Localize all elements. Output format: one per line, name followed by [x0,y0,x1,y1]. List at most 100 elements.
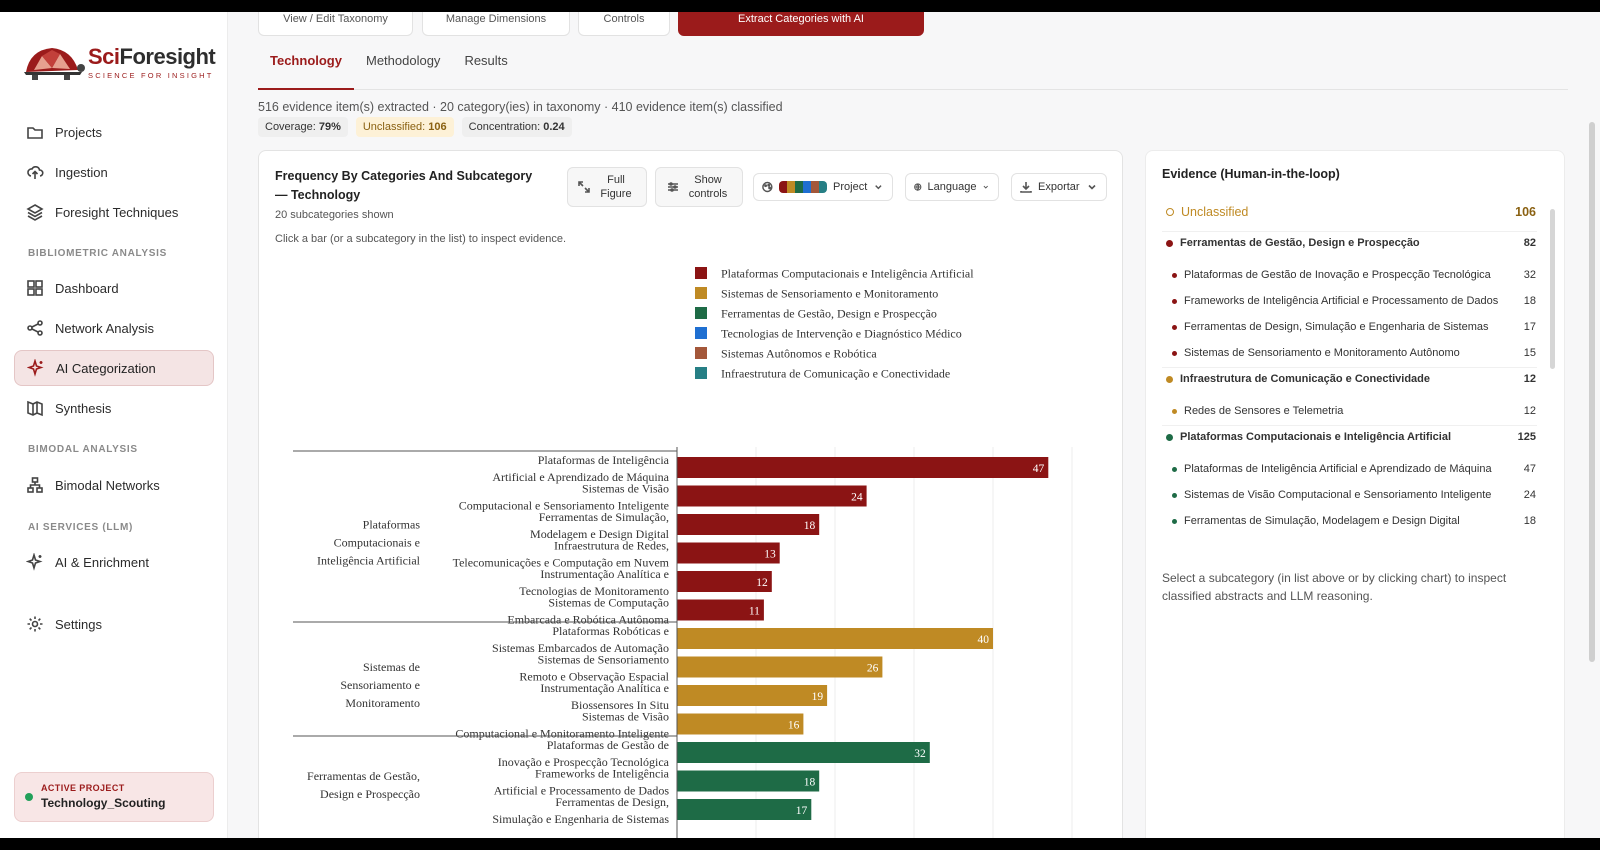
evidence-list[interactable]: Unclassified 106 Ferramentas de Gestão, De… [1146,197,1546,547]
evidence-subcategory-item[interactable]: Sistemas de Sensoriamento e Monitorament… [1146,347,1546,359]
bar[interactable] [677,514,820,535]
evidence-subcategory-item[interactable]: Plataformas de Gestão de Inovação e Pros… [1146,269,1546,281]
tab-results[interactable]: Results [464,53,508,68]
bar[interactable] [677,799,812,820]
sidebar-item-label: Ingestion [55,164,108,180]
chevron-down-icon [1088,184,1096,190]
active-project-label: ACTIVE PROJECT [41,783,125,793]
bar[interactable] [677,742,930,763]
language-label: Language [927,181,977,193]
gear-icon [27,616,43,632]
folder-icon [27,127,43,139]
sidebar-item-ai-categorization[interactable]: AI Categorization [14,350,214,386]
sidebar-item-settings[interactable]: Settings [14,606,214,642]
unclassified-badge: Unclassified: 106 [355,117,454,137]
bar[interactable] [677,542,780,564]
group-label: Monitoramento [345,696,420,710]
full-figure-button[interactable]: Full Figure [567,167,647,207]
evidence-category-item[interactable]: Ferramentas de Gestão, Design e Prospecç… [1146,237,1546,249]
sidebar-item-bimodal-networks[interactable]: Bimodal Networks [14,467,214,503]
bar-value-label: 32 [914,748,926,760]
evidence-scrollbar[interactable] [1550,209,1555,369]
logo[interactable]: SciForesight SCIENCE FOR INSIGHT [20,42,216,82]
export-dropdown[interactable]: Exportar [1011,173,1107,201]
tab-technology[interactable]: Technology [258,48,354,90]
language-dropdown[interactable]: Language [905,173,999,201]
bar[interactable] [677,485,867,507]
evidence-item-count: 18 [1523,515,1536,527]
bar[interactable] [677,770,820,792]
bar-category-label: Embarcada e Robótica Autônoma [507,613,669,627]
sidebar-item-ai-enrichment[interactable]: AI & Enrichment [14,544,214,580]
evidence-subcategory-item[interactable]: Redes de Sensores e Telemetria 12 [1146,405,1546,417]
group-label: Computacionais e [334,536,420,550]
tab-methodology[interactable]: Methodology [365,53,441,68]
evidence-divider [1162,367,1537,368]
chart-title: Frequency By Categories And Subcategory … [275,169,533,202]
legend-label: Tecnologias de Intervenção e Diagnóstico… [721,327,962,341]
evidence-item-label: Ferramentas de Gestão, Design e Prospecç… [1180,237,1420,249]
evidence-item-label: Plataformas Computacionais e Inteligênci… [1180,431,1451,443]
bar[interactable] [677,656,883,678]
bar[interactable] [677,713,804,735]
sidebar-item-foresight-techniques[interactable]: Foresight Techniques [14,194,214,230]
bar[interactable] [677,628,993,649]
evidence-subcategory-item[interactable]: Frameworks de Inteligência Artificial e … [1146,295,1546,307]
extract-categories-button[interactable]: Extract Categories with AI [678,12,924,36]
evidence-subcategory-item[interactable]: Sistemas de Visão Computacional e Sensor… [1146,489,1546,501]
evidence-subcategory-item[interactable]: Ferramentas de Design, Simulação e Engen… [1146,321,1546,333]
legend-label: Sistemas Autônomos e Robótica [721,347,877,361]
evidence-hint: Select a subcategory (in list above or b… [1162,571,1507,603]
sidebar-item-label: AI & Enrichment [55,554,149,570]
evidence-subcategory-item[interactable]: Ferramentas de Simulação, Modelagem e De… [1146,515,1546,527]
evidence-item-label: Ferramentas de Design, Simulação e Engen… [1184,321,1489,333]
sidebar-item-label: AI Categorization [56,360,156,376]
page-scrollbar[interactable] [1589,122,1595,662]
evidence-item-label: Plataformas de Inteligência Artificial e… [1184,463,1492,475]
view-edit-taxonomy-button[interactable]: View / Edit Taxonomy [258,12,413,36]
evidence-category-item[interactable]: Plataformas Computacionais e Inteligênci… [1146,431,1546,443]
sidebar-item-projects[interactable]: Projects [14,114,214,150]
show-controls-button[interactable]: Show controls [655,167,743,207]
evidence-item-label: Infraestrutura de Comunicação e Conectiv… [1180,373,1431,385]
manage-dimensions-button[interactable]: Manage Dimensions [422,12,570,36]
sidebar-item-ingestion[interactable]: Ingestion [14,154,214,190]
bar[interactable] [677,685,828,706]
evidence-subcategory-item[interactable]: Plataformas de Inteligência Artificial e… [1146,463,1546,475]
evidence-item-count: 24 [1523,489,1536,501]
sidebar-item-network-analysis[interactable]: Network Analysis [14,310,214,346]
bar-chart[interactable]: Plataformas Computacionais e Inteligênci… [259,151,1123,838]
evidence-item-label: Plataformas de Gestão de Inovação e Pros… [1184,269,1491,281]
bar[interactable] [677,457,1049,478]
category-color-dot [1166,375,1173,383]
unclassified-label: Unclassified: [362,121,426,133]
sidebar-item-dashboard[interactable]: Dashboard [14,270,214,306]
palette-dropdown[interactable]: Project [753,173,893,201]
evidence-item-count: 18 [1523,295,1536,307]
legend-swatch [695,367,707,379]
bar-category-label: Remoto e Observação Espacial [519,670,669,684]
turtle-logo-icon [24,48,85,80]
sidebar-item-synthesis[interactable]: Synthesis [14,390,214,426]
sidebar-item-label: Foresight Techniques [55,204,179,220]
palette-swatch [818,181,828,193]
palette-swatches [778,181,828,193]
expand-icon [578,181,590,193]
sliders-icon [668,182,678,192]
evidence-category-item[interactable]: Infraestrutura de Comunicação e Conectiv… [1146,373,1546,385]
bar[interactable] [677,599,764,621]
evidence-item-label: Sistemas de Visão Computacional e Sensor… [1184,489,1492,501]
evidence-unclassified-item[interactable]: Unclassified 106 [1146,205,1546,219]
sparkle-icon [27,359,44,377]
controls-button[interactable]: Controls [578,12,670,36]
category-color-dot [1166,208,1174,216]
bar-value-label: 18 [804,777,816,789]
category-color-dot [1172,518,1177,524]
bar[interactable] [677,571,772,592]
bar-category-label: Ferramentas de Simulação, [539,510,669,524]
category-color-dot [1172,324,1177,330]
active-project-card[interactable]: ACTIVE PROJECT Technology_Scouting [14,772,214,822]
bar-category-label: Ferramentas de Design, [555,795,669,809]
evidence-item-count: 12 [1523,373,1536,385]
evidence-item-count: 125 [1517,431,1536,443]
